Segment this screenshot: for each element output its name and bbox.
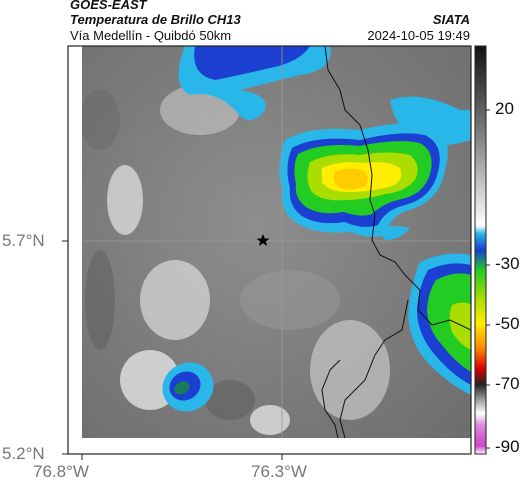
graticule: [82, 46, 471, 438]
colorbar-label-2: -30: [495, 254, 520, 273]
colorbar-label-5: -90: [495, 437, 520, 456]
colorbar-label-4: -70: [495, 374, 520, 393]
colorbar-label-3: -50: [495, 314, 520, 333]
org-label: SIATA: [432, 12, 470, 27]
product-title: Temperatura de Brillo CH13: [70, 12, 241, 27]
lat-tick-2: 5.2°N: [2, 444, 45, 463]
cloud-top-south: [162, 362, 214, 412]
region-subtitle: Vía Medellín - Quibdó 50km: [70, 28, 232, 43]
datetime-label: 2024-10-05 19:49: [367, 28, 470, 43]
agency-title: GOES-EAST: [70, 0, 147, 12]
station-marker: [256, 234, 270, 246]
map-area: [82, 46, 471, 438]
colorbar: [474, 45, 490, 455]
lon-tick-1: 76.8°W: [33, 462, 89, 481]
lon-tick-2: 76.3°W: [251, 462, 307, 481]
colorbar-label-1: 20: [495, 99, 514, 118]
cloud-top-east: [408, 253, 471, 395]
cloud-top-main: [279, 123, 448, 240]
cloud-texture: [82, 85, 390, 435]
department-boundaries: [321, 46, 471, 438]
map-frame: [67, 45, 472, 455]
axis-ticks: [62, 240, 283, 460]
lat-tick-1: 5.7°N: [2, 231, 45, 250]
